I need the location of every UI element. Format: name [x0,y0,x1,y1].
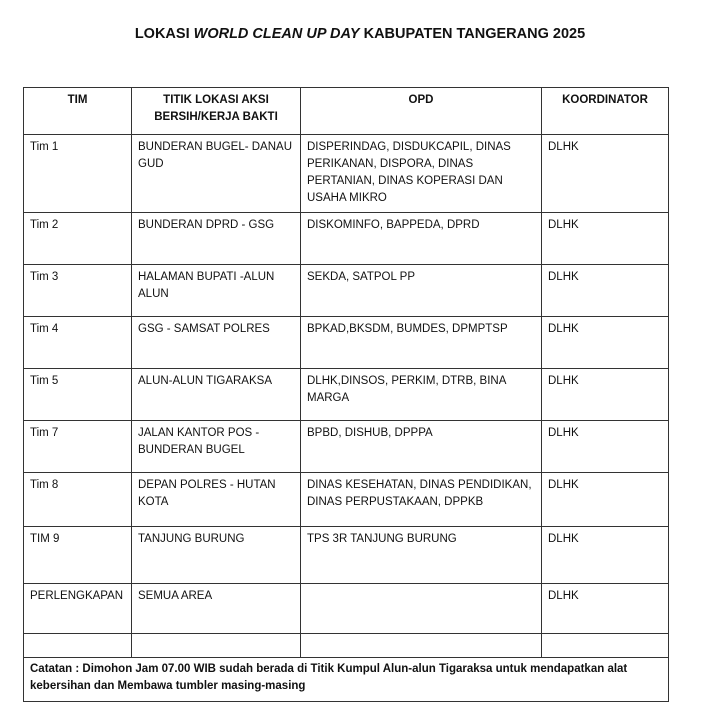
cell-koordinator: DLHK [541,264,669,317]
cell-lokasi: GSG - SAMSAT POLRES [131,316,301,369]
cell-opd [300,583,542,634]
table-row: TIM 9 TANJUNG BURUNG TPS 3R TANJUNG BURUNG… [23,526,669,584]
header-lokasi: TITIK LOKASI AKSI BERSIH/KERJA BAKTI [131,87,301,135]
cell-tim: TIM 9 [23,526,132,584]
cell-koordinator: DLHK [541,420,669,473]
cell-opd: DLHK,DINSOS, PERKIM, DTRB, BINA MARGA [300,368,542,421]
cell-opd: SEKDA, SATPOL PP [300,264,542,317]
cell-lokasi: TANJUNG BURUNG [131,526,301,584]
table-row: PERLENGKAPAN SEMUA AREA DLHK [23,583,669,634]
table-row: Tim 8 DEPAN POLRES - HUTAN KOTA DINAS KESE… [23,472,669,527]
table-row: Tim 1 BUNDERAN BUGEL- DANAU GUD DISPERINDA… [23,134,669,213]
table-row: Tim 3 HALAMAN BUPATI -ALUN ALUN SEKDA, SAT… [23,264,669,317]
note-row: Catatan : Dimohon Jam 07.00 WIB sudah be… [23,657,669,702]
cell-opd: DISKOMINFO, BAPPEDA, DPRD [300,212,542,265]
cell-tim: Tim 4 [23,316,132,369]
cell-opd: DISPERINDAG, DISDUKCAPIL, DINAS PERIKANA… [300,134,542,213]
cell-lokasi: DEPAN POLRES - HUTAN KOTA [131,472,301,527]
cell-tim: Tim 7 [23,420,132,473]
cell-tim: Tim 8 [23,472,132,527]
table-row: Tim 2 BUNDERAN DPRD - GSG DISKOMINFO, BAPP… [23,212,669,265]
cell-lokasi: SEMUA AREA [131,583,301,634]
cell-lokasi: BUNDERAN BUGEL- DANAU GUD [131,134,301,213]
table-row: Tim 5 ALUN-ALUN TIGARAKSA DLHK,DINSOS, PER… [23,368,669,421]
note-text: Catatan : Dimohon Jam 07.00 WIB sudah be… [23,657,669,702]
cell-opd [300,633,542,658]
header-tim: TIM [23,87,132,135]
header-koordinator: KOORDINATOR [541,87,669,135]
cell-koordinator [541,633,669,658]
header-opd: OPD [300,87,542,135]
cell-tim: Tim 2 [23,212,132,265]
cell-opd: DINAS KESEHATAN, DINAS PENDIDIKAN, DINAS… [300,472,542,527]
cell-tim [23,633,132,658]
header-row: TIM TITIK LOKASI AKSI BERSIH/KERJA BAKTI… [23,87,669,135]
table-row: Tim 4 GSG - SAMSAT POLRES BPKAD,BKSDM, BUM… [23,316,669,369]
location-table: TIM TITIK LOKASI AKSI BERSIH/KERJA BAKTI… [23,87,669,702]
cell-tim: Tim 1 [23,134,132,213]
cell-koordinator: DLHK [541,134,669,213]
cell-koordinator: DLHK [541,472,669,527]
cell-koordinator: DLHK [541,526,669,584]
cell-tim: Tim 3 [23,264,132,317]
cell-lokasi: BUNDERAN DPRD - GSG [131,212,301,265]
cell-koordinator: DLHK [541,368,669,421]
cell-koordinator: DLHK [541,583,669,634]
table-row [23,633,669,658]
cell-opd: BPKAD,BKSDM, BUMDES, DPMPTSP [300,316,542,369]
cell-tim: PERLENGKAPAN [23,583,132,634]
cell-koordinator: DLHK [541,316,669,369]
cell-tim: Tim 5 [23,368,132,421]
table-row: Tim 7 JALAN KANTOR POS - BUNDERAN BUGEL BP… [23,420,669,473]
cell-opd: TPS 3R TANJUNG BURUNG [300,526,542,584]
cell-lokasi: ALUN-ALUN TIGARAKSA [131,368,301,421]
cell-koordinator: DLHK [541,212,669,265]
cell-lokasi: JALAN KANTOR POS - BUNDERAN BUGEL [131,420,301,473]
cell-lokasi [131,633,301,658]
cell-opd: BPBD, DISHUB, DPPPA [300,420,542,473]
cell-lokasi: HALAMAN BUPATI -ALUN ALUN [131,264,301,317]
document-title: LOKASI WORLD CLEAN UP DAY KABUPATEN TANG… [134,26,586,42]
